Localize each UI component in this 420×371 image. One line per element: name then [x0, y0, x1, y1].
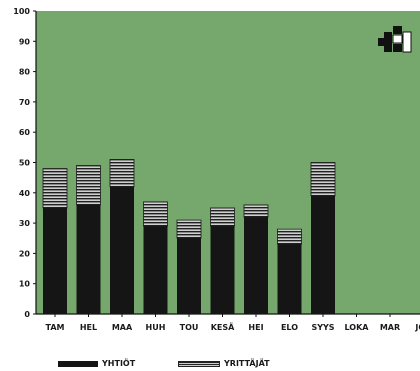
bar-yrittajat	[243, 204, 269, 218]
x-tick-label: HEI	[248, 323, 263, 332]
puzzle-cross-logo-icon	[378, 26, 412, 53]
y-tick-label: 60	[19, 128, 31, 137]
y-tick-label: 100	[13, 7, 30, 16]
bar-yhtiot	[244, 217, 268, 314]
bar-yhtiot	[311, 195, 335, 314]
y-tick-label: 80	[19, 68, 31, 77]
x-tick-label: MAR	[380, 323, 400, 332]
y-tick-label: 90	[19, 37, 31, 46]
y-tick-label: 10	[19, 280, 31, 289]
bar-yrittajat	[310, 162, 336, 197]
bar-yrittajat	[277, 228, 302, 245]
x-tick-label: ELO	[281, 323, 298, 332]
bar-yhtiot	[43, 207, 67, 314]
x-tick-label: KESÄ	[211, 322, 235, 332]
y-tick-label: 50	[19, 159, 31, 168]
x-tick-label: JOU	[414, 323, 420, 332]
x-tick-label: LOKA	[344, 323, 369, 332]
legend-item-yrittajat: YRITTÄJÄT	[178, 359, 270, 368]
y-tick-label: 40	[19, 189, 31, 198]
legend-item-yhtiot: YHTIÖT	[58, 359, 135, 368]
x-tick-label: TAM	[46, 323, 65, 332]
bar-yrittajat	[143, 201, 168, 227]
bar-yrittajat	[76, 165, 101, 206]
y-tick-label: 20	[19, 249, 31, 258]
bar-yhtiot	[76, 204, 101, 314]
bars	[42, 159, 336, 314]
legend-swatch	[178, 360, 220, 367]
bar-yrittajat	[176, 219, 202, 239]
bar-yhtiot	[177, 238, 201, 314]
legend-swatch	[58, 360, 98, 367]
x-tick-label: MAA	[112, 323, 133, 332]
x-axis: TAM HEL MAA HUH TOU KESÄ HEI ELO SYYS LOKA MAR JOU	[46, 314, 420, 332]
x-tick-label: HUH	[146, 323, 166, 332]
bar-yhtiot	[210, 226, 235, 314]
bar-yrittajat	[109, 159, 135, 188]
x-tick-label: HEL	[80, 323, 97, 332]
y-tick-label: 70	[19, 98, 31, 107]
legend-label: YRITTÄJÄT	[224, 359, 270, 368]
bar-yhtiot	[277, 244, 302, 314]
x-tick-label: TOU	[180, 323, 199, 332]
x-tick-label: SYYS	[311, 323, 334, 332]
bar-yhtiot	[143, 226, 168, 314]
bar-yhtiot	[110, 186, 134, 314]
bar-yrittajat	[210, 207, 235, 227]
bar-yrittajat	[42, 168, 68, 209]
y-tick-label: 30	[19, 219, 31, 228]
y-tick-label: 0	[24, 310, 30, 319]
legend-label: YHTIÖT	[102, 359, 136, 368]
